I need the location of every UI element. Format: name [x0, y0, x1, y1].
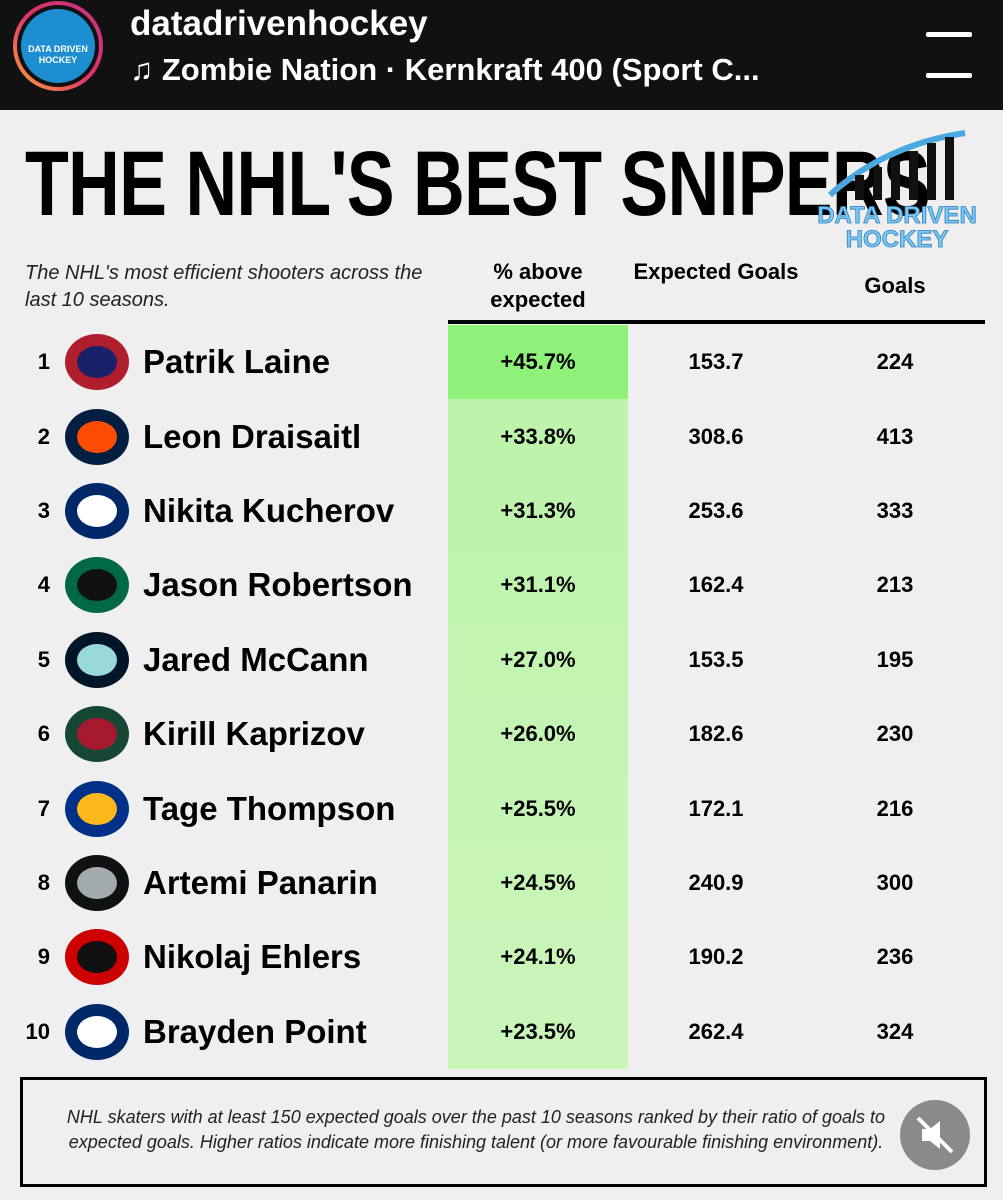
column-header: Expected Goals — [633, 259, 799, 284]
goals: 230 — [876, 721, 914, 747]
brand-logo-text: DATA DRIVEN — [817, 202, 977, 229]
cell-highlight — [448, 622, 628, 698]
team-logo — [65, 557, 129, 614]
player-name: Nikolaj Ehlers — [143, 938, 362, 976]
expected-goals: 240.9 — [688, 870, 744, 895]
goals: 413 — [876, 423, 914, 449]
column-header: % above expected — [490, 259, 586, 312]
goals: 224 — [876, 349, 914, 375]
rank: 7 — [37, 795, 50, 821]
pct-above-expected: +23.5% — [500, 1018, 576, 1044]
cell-highlight — [448, 325, 628, 400]
rank: 8 — [37, 870, 50, 895]
cell-highlight — [448, 845, 628, 921]
expected-goals: 262.4 — [688, 1018, 744, 1044]
player-name: Leon Draisaitl — [143, 417, 362, 455]
team-logo — [65, 1003, 129, 1060]
pct-above-expected: +24.1% — [500, 944, 576, 970]
player-name: Kirill Kaprizov — [143, 715, 365, 753]
player-name: Jason Robertson — [143, 566, 413, 604]
goals: 333 — [876, 498, 914, 523]
cell-highlight — [448, 920, 628, 996]
expected-goals: 162.4 — [688, 572, 744, 598]
team-logo — [65, 631, 129, 688]
goals: 300 — [876, 870, 914, 895]
title: THE NHL'S BEST SNIPERS — [25, 133, 931, 235]
expected-goals: 253.6 — [688, 498, 744, 523]
pct-above-expected: +25.5% — [500, 795, 576, 821]
brand-logo: DATA DRIVEN HOCKEY — [817, 130, 977, 253]
pct-above-expected: +26.0% — [500, 721, 576, 747]
rank: 10 — [25, 1018, 50, 1044]
expected-goals: 153.5 — [688, 646, 744, 672]
menu-button[interactable] — [922, 28, 976, 82]
cell-highlight — [448, 399, 628, 475]
account-name[interactable]: datadrivenhockey — [130, 4, 428, 43]
pct-above-expected: +45.7% — [500, 349, 576, 375]
pct-above-expected: +33.8% — [500, 423, 576, 449]
song[interactable]: ♫ Zombie Nation · Kernkraft 400 (Sport C… — [130, 52, 760, 87]
mute-icon[interactable] — [900, 1100, 970, 1170]
expected-goals: 172.1 — [688, 795, 744, 821]
cell-highlight — [448, 994, 628, 1070]
player-name: Tage Thompson — [143, 789, 396, 827]
rank: 9 — [37, 944, 50, 970]
pct-above-expected: +31.1% — [500, 572, 576, 598]
rank: 4 — [37, 572, 50, 598]
top-bar: DATA DRIVEN HOCKEY datadrivenhockey ♫ Zo… — [0, 0, 1003, 110]
team-logo — [65, 706, 129, 763]
goals: 195 — [876, 646, 914, 672]
cell-highlight — [448, 771, 628, 847]
player-name: Jared McCann — [143, 640, 369, 678]
mute-button[interactable] — [900, 1100, 970, 1170]
goals: 216 — [876, 795, 914, 821]
footnote: NHL skaters with at least 150 expected g… — [66, 1107, 886, 1152]
pct-above-expected: +24.5% — [500, 870, 576, 895]
rank: 6 — [37, 721, 50, 747]
pct-above-expected: +31.3% — [500, 498, 576, 523]
player-name: Nikita Kucherov — [143, 492, 395, 529]
player-name: Artemi Panarin — [143, 864, 378, 901]
team-logo — [65, 855, 129, 911]
song-title[interactable]: Zombie Nation · Kernkraft 400 (Sport C..… — [161, 52, 760, 87]
player-name: Patrik Laine — [143, 343, 331, 381]
rank: 1 — [37, 349, 50, 375]
header-rule — [448, 320, 985, 324]
rank: 2 — [37, 423, 50, 449]
footnote-box — [20, 1077, 987, 1187]
team-logo — [65, 408, 129, 465]
cell-highlight — [448, 697, 628, 772]
team-logo — [65, 483, 129, 539]
avatar-text: HOCKEY — [39, 55, 78, 65]
pct-above-expected: +27.0% — [500, 646, 576, 672]
cell-highlight — [448, 473, 628, 549]
goals: 324 — [876, 1018, 914, 1044]
team-logo — [65, 929, 129, 986]
goals: 213 — [876, 572, 914, 598]
subtitle: The NHL's most efficient shooters across… — [25, 262, 423, 311]
avatar-text: DATA DRIVEN — [28, 44, 88, 54]
expected-goals: 182.6 — [688, 721, 744, 747]
player-name: Brayden Point — [143, 1012, 367, 1050]
goals: 236 — [876, 944, 914, 970]
brand-logo-text: HOCKEY — [846, 226, 949, 253]
team-logo — [65, 334, 129, 391]
expected-goals: 190.2 — [688, 944, 744, 970]
rank: 5 — [37, 646, 50, 672]
team-logo — [65, 780, 129, 837]
expected-goals: 153.7 — [688, 349, 744, 375]
rank: 3 — [37, 498, 50, 523]
avatar[interactable]: DATA DRIVEN HOCKEY — [12, 0, 104, 92]
cell-highlight — [448, 548, 628, 624]
column-header: Goals — [864, 273, 926, 298]
expected-goals: 308.6 — [688, 423, 744, 449]
